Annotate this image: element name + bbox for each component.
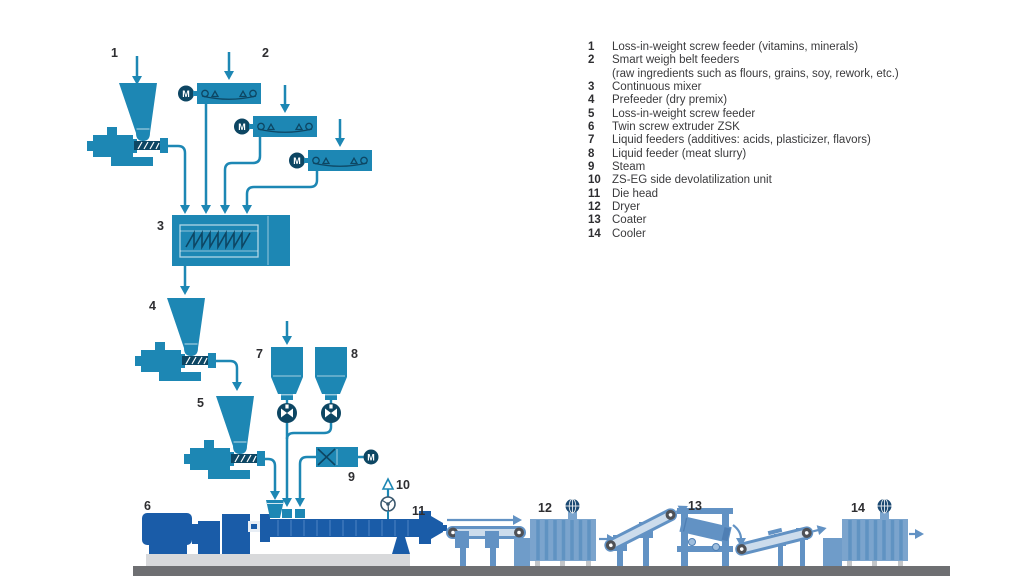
legend-item-text: Die head xyxy=(612,187,659,200)
steam-port xyxy=(295,509,305,518)
die-head-11 xyxy=(419,511,447,544)
legend-item-number: 8 xyxy=(588,147,595,160)
extruder-platform xyxy=(146,554,410,566)
legend-item: 6 Twin screw extruder ZSK xyxy=(588,121,1018,134)
legend-item-number: 4 xyxy=(588,94,595,107)
legend-item-number: 13 xyxy=(588,214,601,227)
legend-item-text: Loss-in-weight screw feeder (vitamins, m… xyxy=(612,41,859,53)
liquid-port xyxy=(282,509,292,518)
equipment-label-5: 5 xyxy=(197,396,204,410)
continuous-mixer-3 xyxy=(172,215,290,266)
equipment-label-1: 1 xyxy=(111,46,118,60)
equipment-label-10: 10 xyxy=(396,478,410,492)
belt-feeder-2c xyxy=(288,149,373,172)
equipment-labels: 1 2 3 4 5 6 7 8 9 10 11 12 13 14 xyxy=(111,46,865,518)
legend-item-number xyxy=(588,68,612,81)
legend-item: (raw ingredients such as flours, grains,… xyxy=(588,68,1018,81)
legend-item: 12 Dryer xyxy=(588,201,1018,214)
legend-item: 4 Prefeeder (dry premix) xyxy=(588,94,1018,107)
legend-item: 5 Loss-in-weight screw feeder xyxy=(588,108,1018,121)
belt-feeder-2a xyxy=(177,82,262,105)
coater-13 xyxy=(677,508,746,566)
liquid-feeder-7 xyxy=(269,345,305,425)
barrel-support xyxy=(392,537,410,554)
liquid-feeder-8 xyxy=(313,345,349,425)
equipment-label-6: 6 xyxy=(144,499,151,513)
motor-icon xyxy=(363,449,379,465)
steam-unit-9: M xyxy=(316,447,379,467)
equipment-label-14: 14 xyxy=(851,501,865,515)
legend-item-number: 7 xyxy=(588,134,595,147)
mixer-screw-icon xyxy=(185,229,251,251)
floor xyxy=(133,566,950,576)
coater-drum xyxy=(679,516,732,543)
legend-item: 1 Loss-in-weight screw feeder (vitamins, … xyxy=(588,41,1018,54)
legend-item-number: 3 xyxy=(588,81,595,94)
legend-item: 10 ZS-EG side devolatilization unit xyxy=(588,174,1018,187)
legend-item: 9 Steam xyxy=(588,161,1018,174)
equipment-label-11: 11 xyxy=(412,504,425,518)
legend-item-text: Prefeeder (dry premix) xyxy=(612,94,728,107)
legend-item: 3 Continuous mixer xyxy=(588,81,1018,94)
legend-item-text: Liquid feeders (additives: acids, plasti… xyxy=(612,134,871,147)
motor-label: M xyxy=(367,452,375,462)
legend-item-text: Smart weigh belt feeders xyxy=(612,54,740,67)
pipes-group xyxy=(168,104,333,499)
conveyor-incline-1 xyxy=(602,501,691,566)
legend-item-number: 5 xyxy=(588,107,595,120)
legend-item-text: (raw ingredients such as flours, grains,… xyxy=(612,67,899,80)
conveyor-incline-2 xyxy=(733,523,828,566)
equipment-label-3: 3 xyxy=(157,219,164,233)
legend-item: 8 Liquid feeder (meat slurry) xyxy=(588,148,1018,161)
legend-item-text: Steam xyxy=(612,161,646,174)
vent-arrow-icon xyxy=(381,477,395,490)
legend-item-text: Twin screw extruder ZSK xyxy=(612,121,740,134)
legend-item-number: 6 xyxy=(588,121,595,134)
extruder-6 xyxy=(142,500,420,554)
feed-hopper xyxy=(266,500,284,518)
legend-item-text: Liquid feeder (meat slurry) xyxy=(612,147,747,160)
legend-item: 2 Smart weigh belt feeders xyxy=(588,54,1018,67)
legend-item: 14 Cooler xyxy=(588,228,1018,241)
belt-feeder-2b xyxy=(233,115,318,138)
legend-item-text: Dryer xyxy=(612,201,641,214)
legend-item-text: Continuous mixer xyxy=(612,81,702,94)
legend-item-number: 14 xyxy=(588,227,601,240)
prefeeder-4 xyxy=(134,297,217,382)
blower-icon xyxy=(380,496,396,512)
legend-item-text: Cooler xyxy=(612,227,646,240)
legend-item: 11 Die head xyxy=(588,188,1018,201)
equipment-label-13: 13 xyxy=(688,499,702,513)
equipment-label-9: 9 xyxy=(348,470,355,484)
dryer-12 xyxy=(514,497,616,568)
cooler-14 xyxy=(823,497,924,568)
flow-arrows-teal xyxy=(132,52,345,507)
legend-item-number: 2 xyxy=(588,54,595,67)
equipment-label-4: 4 xyxy=(149,299,156,313)
legend-item-text: ZS-EG side devolatilization unit xyxy=(612,174,772,187)
legend-item: 13 Coater xyxy=(588,214,1018,227)
legend-item-number: 11 xyxy=(588,187,601,200)
equipment-label-12: 12 xyxy=(538,501,552,515)
legend-item-text: Loss-in-weight screw feeder xyxy=(612,107,756,120)
legend-item-number: 10 xyxy=(588,174,601,187)
equipment-label-8: 8 xyxy=(351,347,358,361)
equipment-label-2: 2 xyxy=(262,46,269,60)
valve-icon xyxy=(317,448,336,466)
legend-item-text: Coater xyxy=(612,214,647,227)
legend-item-number: 9 xyxy=(588,161,595,174)
feeder-1-loss-in-weight xyxy=(86,82,169,167)
equipment-label-7: 7 xyxy=(256,347,263,361)
legend: 1 Loss-in-weight screw feeder (vitamins, … xyxy=(588,41,1018,241)
conveyor-flat xyxy=(446,515,526,566)
legend-item: 7 Liquid feeders (additives: acids, plast… xyxy=(588,134,1018,147)
legend-item-number: 12 xyxy=(588,201,601,214)
legend-item-number: 1 xyxy=(588,41,595,53)
